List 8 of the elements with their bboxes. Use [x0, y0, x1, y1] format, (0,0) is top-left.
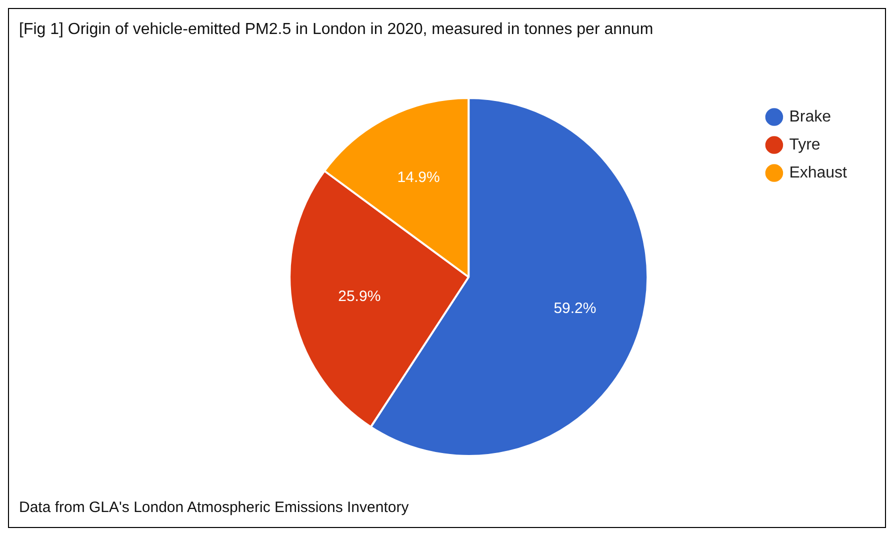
legend-label: Exhaust: [789, 164, 848, 182]
data-label: 25.9%: [338, 288, 381, 305]
text: Data from GLA's London Atmospheric Emissions Inventory: [19, 499, 409, 516]
legend-label: Tyre: [789, 136, 820, 154]
chart-title: [Fig 1] Origin of vehicle-emitted PM2.5 in London in 2020, measured in tonnes per annum: [19, 21, 654, 39]
data-label: 59.2%: [554, 300, 596, 317]
legend-label: Brake: [789, 108, 832, 126]
data-label: 14.9%: [397, 169, 440, 186]
